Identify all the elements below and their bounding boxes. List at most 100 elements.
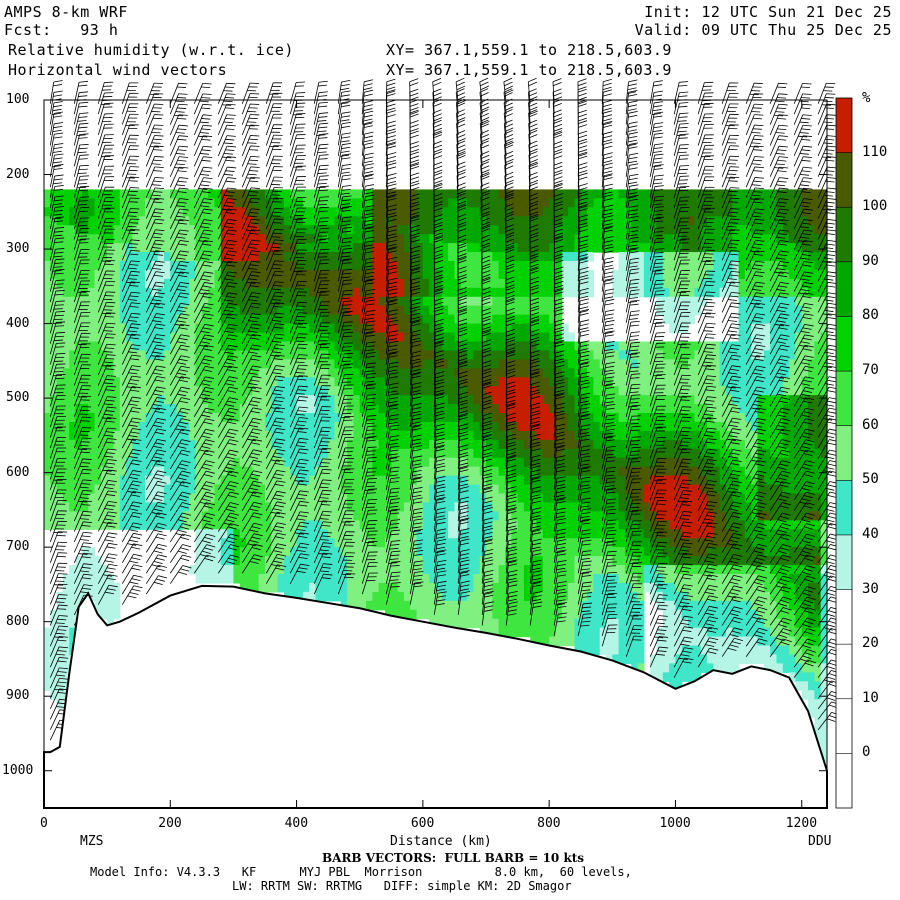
rh-cell xyxy=(713,260,721,271)
rh-cell xyxy=(44,323,51,334)
rh-cell xyxy=(675,556,683,566)
rh-cell xyxy=(486,278,493,289)
rh-cell xyxy=(517,216,525,226)
rh-cell xyxy=(416,457,424,468)
rh-cell xyxy=(530,448,538,459)
rh-cell xyxy=(246,198,253,208)
rh-cell xyxy=(69,198,77,208)
rh-cell xyxy=(81,457,89,468)
rh-cell xyxy=(454,457,462,468)
rh-cell xyxy=(315,386,323,396)
rh-cell xyxy=(631,493,639,504)
rh-cell xyxy=(296,260,304,271)
rh-cell xyxy=(69,591,77,602)
rh-cell xyxy=(246,234,253,244)
rh-cell xyxy=(347,573,355,584)
rh-cell xyxy=(189,332,197,343)
rh-cell xyxy=(227,448,235,459)
rh-cell xyxy=(422,386,430,396)
rh-cell xyxy=(511,216,519,226)
rh-cell xyxy=(182,520,190,530)
rh-cell xyxy=(605,198,613,208)
rh-cell xyxy=(145,404,152,414)
rh-cell xyxy=(612,520,620,530)
rh-cell xyxy=(189,216,197,226)
rh-cell xyxy=(637,609,645,620)
rh-cell xyxy=(227,377,235,387)
rh-cell xyxy=(662,430,670,441)
rh-cell xyxy=(290,511,298,521)
rh-cell xyxy=(56,466,64,477)
rh-cell xyxy=(694,582,702,593)
rh-cell xyxy=(410,207,418,217)
rh-cell xyxy=(624,386,632,396)
rh-cell xyxy=(504,493,512,504)
rh-cell xyxy=(473,368,481,378)
rh-cell xyxy=(612,618,620,629)
rh-cell xyxy=(56,699,64,709)
rh-cell xyxy=(631,520,639,530)
rh-cell xyxy=(542,368,550,378)
rh-cell xyxy=(69,386,77,396)
rh-cell xyxy=(448,600,456,611)
rh-cell xyxy=(44,260,51,271)
rh-cell xyxy=(700,591,708,602)
rh-cell xyxy=(681,386,689,396)
rh-cell xyxy=(233,466,241,477)
rh-cell xyxy=(492,252,500,262)
rh-cell xyxy=(643,269,651,280)
rh-cell xyxy=(669,448,677,459)
rh-cell xyxy=(593,341,601,352)
rh-cell xyxy=(50,430,58,441)
rh-cell xyxy=(662,484,670,495)
rh-cell xyxy=(258,207,266,217)
rh-cell xyxy=(290,189,298,199)
rh-cell xyxy=(88,341,96,352)
rh-cell xyxy=(593,395,601,405)
rh-cell xyxy=(246,413,253,423)
rh-cell xyxy=(397,439,405,450)
rh-cell xyxy=(530,475,538,486)
rh-cell xyxy=(707,368,714,378)
rh-cell xyxy=(62,421,70,432)
rh-cell xyxy=(637,502,645,512)
rh-cell xyxy=(416,448,424,459)
rh-cell xyxy=(195,413,203,423)
rh-cell xyxy=(302,457,310,468)
rh-cell xyxy=(315,305,323,316)
rh-cell xyxy=(637,439,645,450)
rh-cell xyxy=(492,430,500,441)
rh-cell xyxy=(536,350,544,360)
rh-cell xyxy=(504,323,512,334)
rh-cell xyxy=(486,243,493,253)
rh-cell xyxy=(707,502,714,512)
rh-cell xyxy=(618,609,626,620)
rh-cell xyxy=(618,529,626,539)
rh-cell xyxy=(56,386,64,396)
rh-cell xyxy=(277,216,285,226)
rh-cell xyxy=(517,296,525,307)
rh-cell xyxy=(555,565,563,575)
rh-cell xyxy=(694,216,702,226)
rh-cell xyxy=(549,207,557,217)
rh-cell xyxy=(662,359,670,369)
rh-cell xyxy=(195,368,203,378)
rh-cell xyxy=(675,305,683,316)
rh-cell xyxy=(637,260,645,271)
rh-cell xyxy=(580,341,588,352)
rh-cell xyxy=(176,314,184,325)
rh-cell xyxy=(277,395,285,405)
rh-cell xyxy=(448,260,456,271)
rh-cell xyxy=(201,216,209,226)
rh-cell xyxy=(113,448,121,459)
rh-cell xyxy=(643,198,651,208)
rh-cell xyxy=(669,556,677,566)
rh-cell xyxy=(233,439,241,450)
rh-cell xyxy=(694,395,702,405)
rh-cell xyxy=(416,600,424,611)
rh-cell xyxy=(170,377,178,387)
rh-cell xyxy=(302,234,310,244)
rh-cell xyxy=(62,269,70,280)
rh-cell xyxy=(637,529,645,539)
rh-cell xyxy=(157,207,165,217)
